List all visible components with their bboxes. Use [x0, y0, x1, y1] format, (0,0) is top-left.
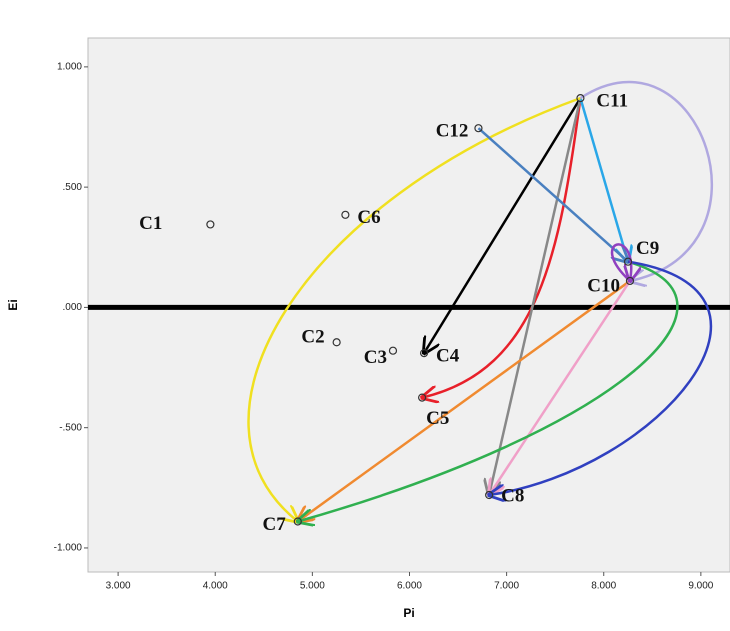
point-label: C12 — [436, 121, 469, 142]
point-label: C7 — [263, 514, 287, 535]
point-label: C4 — [436, 345, 460, 366]
y-tick-label: .000 — [63, 302, 83, 313]
point-label: C2 — [301, 327, 324, 348]
x-tick-label: 6.000 — [397, 581, 422, 592]
x-tick-label: 5.000 — [300, 581, 325, 592]
y-tick-label: 1.000 — [57, 62, 82, 73]
y-axis-label: Ei — [6, 299, 20, 310]
point-label: C11 — [596, 90, 628, 111]
point-label: C3 — [364, 347, 387, 368]
x-tick-label: 4.000 — [203, 581, 228, 592]
x-tick-label: 8.000 — [591, 581, 616, 592]
y-tick-label: -.500 — [59, 422, 82, 433]
point-label: C6 — [357, 207, 380, 228]
point-label: C10 — [587, 275, 620, 296]
point-label: C1 — [139, 213, 162, 234]
y-tick-label: -1.000 — [54, 543, 83, 554]
x-tick-label: 3.000 — [106, 581, 131, 592]
point-label: C9 — [636, 238, 659, 259]
point-label: C5 — [426, 408, 449, 429]
chart: Pi Ei 3.000 4.000 5.000 6.000 7.000 8.000 9.00… — [0, 0, 730, 626]
x-tick-label: 9.000 — [688, 581, 713, 592]
y-tick-label: .500 — [63, 182, 83, 193]
x-tick-label: 7.000 — [494, 581, 519, 592]
x-axis-label: Pi — [403, 606, 414, 620]
point-label: C8 — [501, 485, 524, 506]
